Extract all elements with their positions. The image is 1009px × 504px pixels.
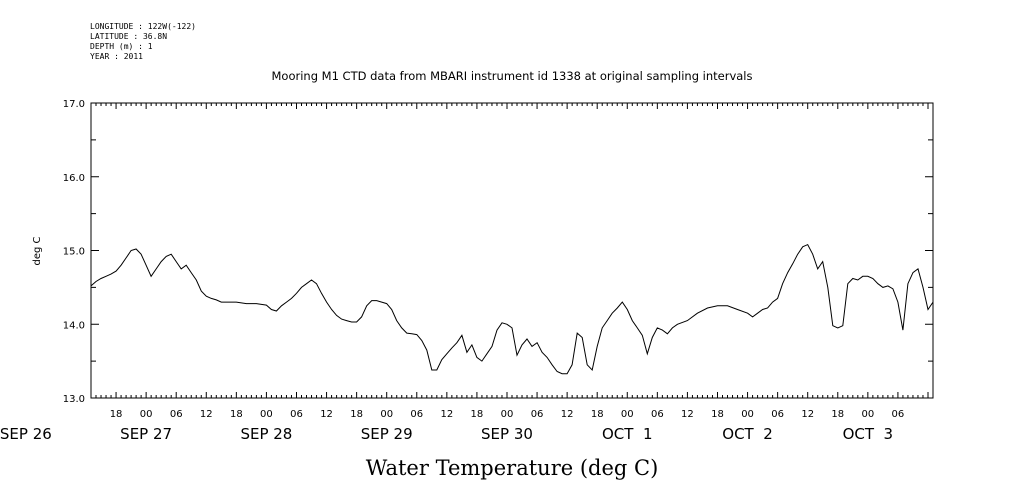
metadata-block: LONGITUDE : 122W(-122) LATITUDE : 36.8N … [90,22,196,62]
x-hour-label: 18 [350,409,363,420]
x-hour-label: 00 [260,409,273,420]
y-tick-label: 16.0 [63,173,85,184]
x-hour-label: 18 [831,409,844,420]
x-hour-label: 06 [290,409,303,420]
year-label: YEAR : 2011 [90,52,143,61]
x-hour-label: 18 [230,409,243,420]
plot-frame [90,102,934,399]
x-hour-labels: 18 00 06 12 18 00 06 12 18 00 06 12 18 00 06 12 18 00 06 12… [110,409,905,420]
x-hour-label: 18 [471,409,484,420]
x-date-label: SEP 27 [120,425,172,443]
longitude-label: LONGITUDE : 122W(-122) [90,22,196,31]
x-hour-label: 12 [801,409,814,420]
y-tick-label: 15.0 [63,247,85,258]
x-hour-label: 06 [170,409,183,420]
x-date-label: SEP 30 [481,425,533,443]
x-date-label: SEP 26 [0,425,52,443]
x-hour-label: 12 [681,409,694,420]
x-date-label: SEP 28 [240,425,292,443]
x-hour-label: 06 [651,409,664,420]
x-hour-label: 18 [110,409,123,420]
y-tick-label: 17.0 [63,99,85,110]
x-hour-label: 00 [741,409,754,420]
chart-caption: Water Temperature (deg C) [366,456,659,480]
y-tick-labels: 13.0 14.0 15.0 16.0 17.0 [63,99,85,405]
x-hour-label: 00 [140,409,153,420]
axis-ticks [90,102,934,399]
y-tick-label: 14.0 [63,320,85,331]
x-hour-label: 12 [561,409,574,420]
x-date-label: OCT 2 [722,425,773,443]
x-hour-label: 12 [440,409,453,420]
x-hour-label: 00 [621,409,634,420]
x-hour-label: 00 [380,409,393,420]
x-date-label: OCT 3 [843,425,894,443]
x-hour-label: 06 [771,409,784,420]
x-hour-label: 18 [591,409,604,420]
x-date-label: SEP 29 [361,425,413,443]
x-date-labels: SEP 26 SEP 27 SEP 28 SEP 29 SEP 30 OCT 1 OCT 2… [0,425,893,443]
x-hour-label: 06 [410,409,423,420]
series-line-water-temperature [90,243,934,375]
x-hour-label: 00 [501,409,514,420]
x-hour-label: 06 [531,409,544,420]
depth-label: DEPTH (m) : 1 [90,42,153,51]
x-hour-label: 12 [320,409,333,420]
x-hour-label: 12 [200,409,213,420]
x-date-label: OCT 1 [602,425,653,443]
chart-title: Mooring M1 CTD data from MBARI instrumen… [272,69,753,83]
y-axis-label: deg C [32,236,43,265]
x-hour-label: 06 [892,409,905,420]
x-hour-label: 00 [861,409,874,420]
latitude-label: LATITUDE : 36.8N [90,32,168,41]
y-tick-label: 13.0 [63,394,85,405]
x-hour-label: 18 [711,409,724,420]
